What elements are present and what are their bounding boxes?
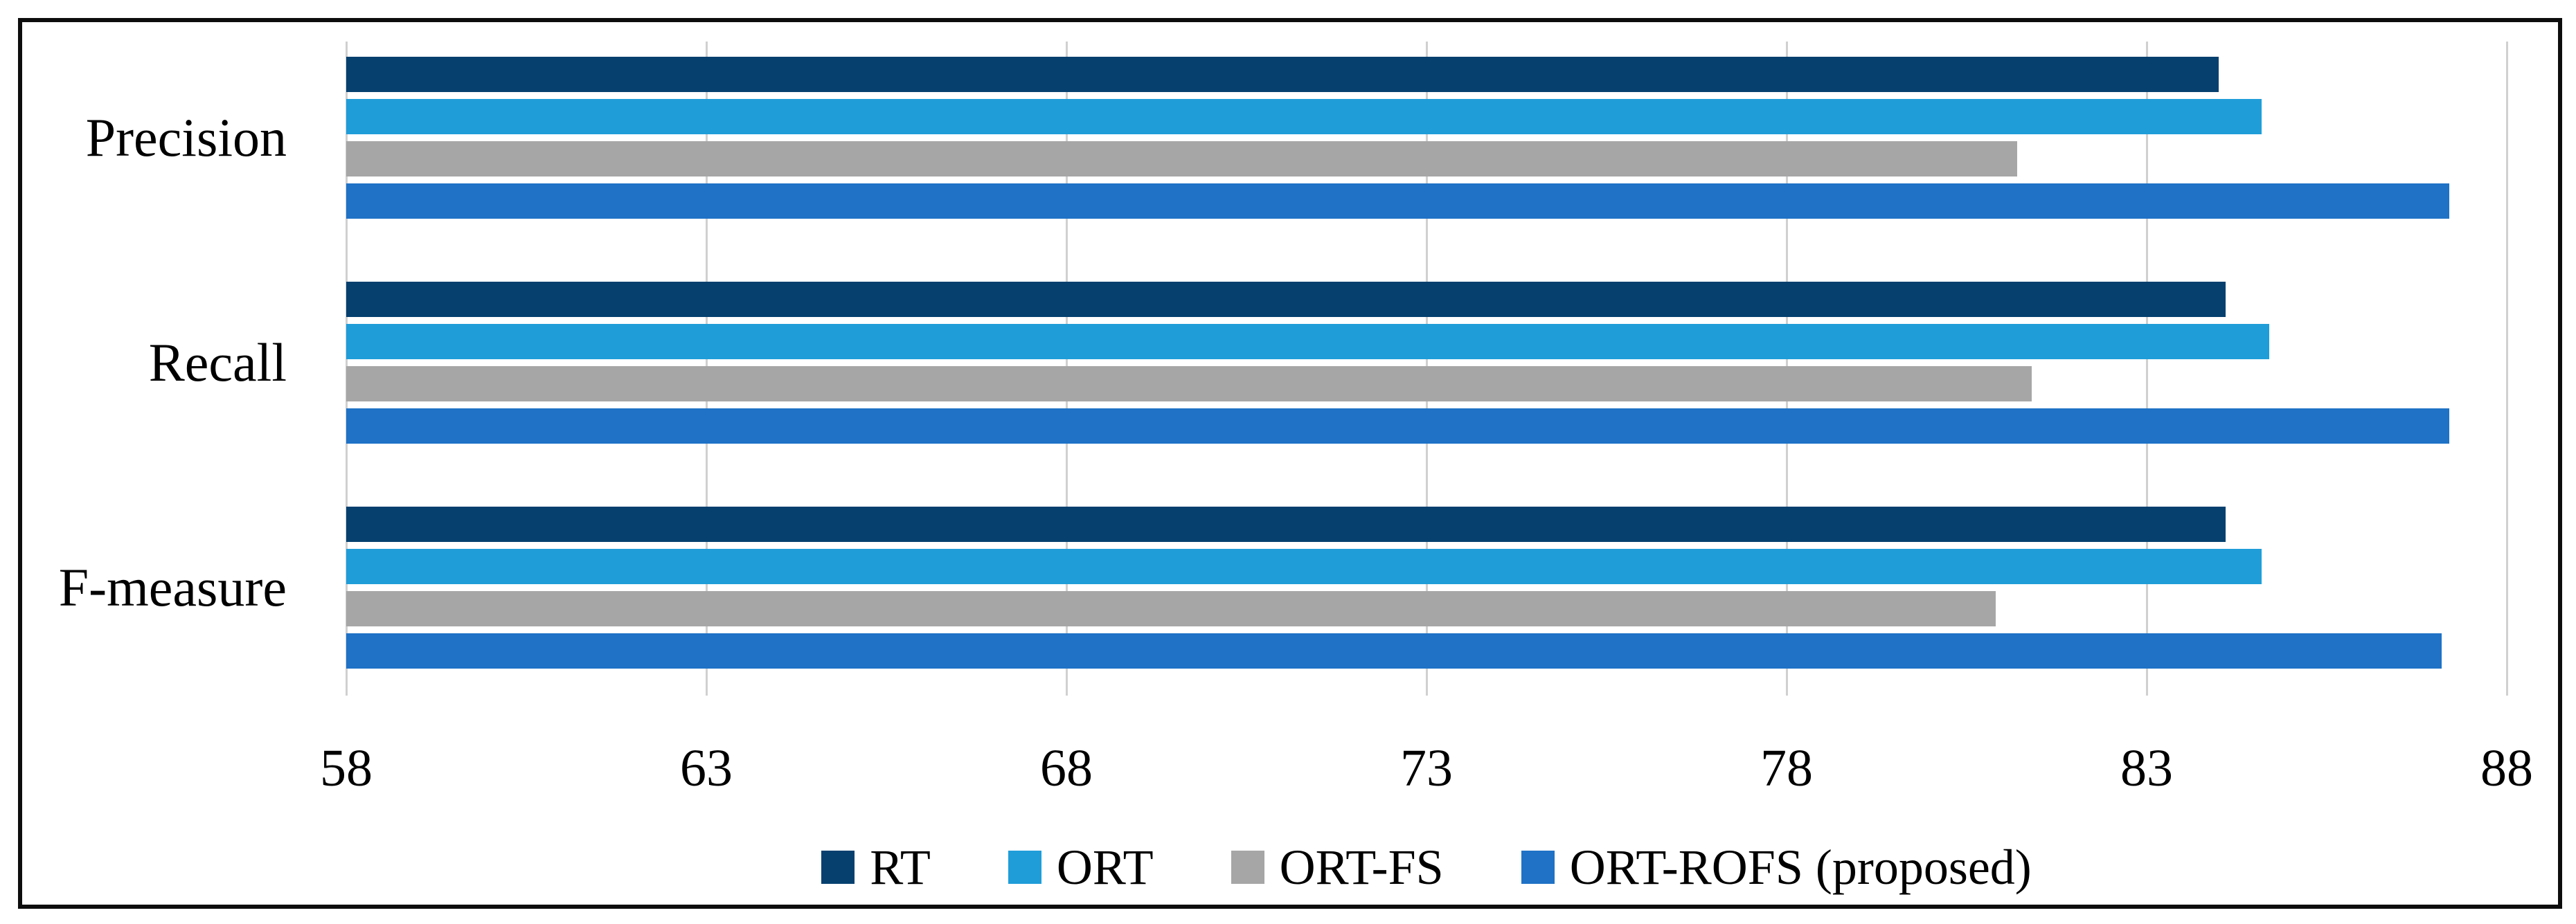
legend-label-ort-rofs-proposed: ORT-ROFS (proposed) [1569,840,2032,895]
bar-ort-recall [346,324,2269,359]
legend-swatch-ort-fs [1231,851,1264,884]
bar-ort-precision [346,99,2262,134]
legend-label-ort: ORT [1056,840,1154,895]
category-label-recall: Recall [148,332,287,392]
bar-ort-fs-f-measure [346,591,1996,626]
bar-ort-rofs-proposed-precision [346,183,2449,219]
x-tick-label-73: 73 [1400,739,1453,797]
x-tick-label-88: 88 [2480,739,2533,797]
x-tick-label-58: 58 [320,739,373,797]
x-tick-label-68: 68 [1040,739,1093,797]
legend-item-rt: RT [821,833,931,902]
legend: RT ORT ORT-FS ORT-ROFS (proposed) [346,831,2507,904]
gridline-88 [2506,42,2508,696]
legend-item-ort-fs: ORT-FS [1231,833,1444,902]
category-label-f-measure: F-measure [58,557,287,617]
bar-ort-rofs-proposed-recall [346,408,2449,444]
x-tick-label-63: 63 [680,739,733,797]
bar-rt-f-measure [346,507,2226,542]
legend-swatch-rt [821,851,855,884]
legend-swatch-ort-rofs-proposed [1521,851,1555,884]
x-tick-label-78: 78 [1760,739,1813,797]
legend-swatch-ort [1008,851,1041,884]
bar-ort-fs-precision [346,141,2017,176]
category-label-precision: Precision [85,107,287,167]
bar-ort-f-measure [346,549,2262,584]
bar-ort-rofs-proposed-f-measure [346,633,2442,669]
legend-item-ort: ORT [1008,833,1154,902]
legend-label-ort-fs: ORT-FS [1279,840,1444,895]
x-tick-label-83: 83 [2120,739,2173,797]
bar-rt-recall [346,282,2226,317]
gridline-83 [2146,42,2148,696]
bar-rt-precision [346,57,2219,92]
legend-label-rt: RT [870,840,931,895]
plot-area [346,42,2508,696]
legend-item-ort-rofs-proposed: ORT-ROFS (proposed) [1521,833,2032,902]
bar-ort-fs-recall [346,366,2032,401]
